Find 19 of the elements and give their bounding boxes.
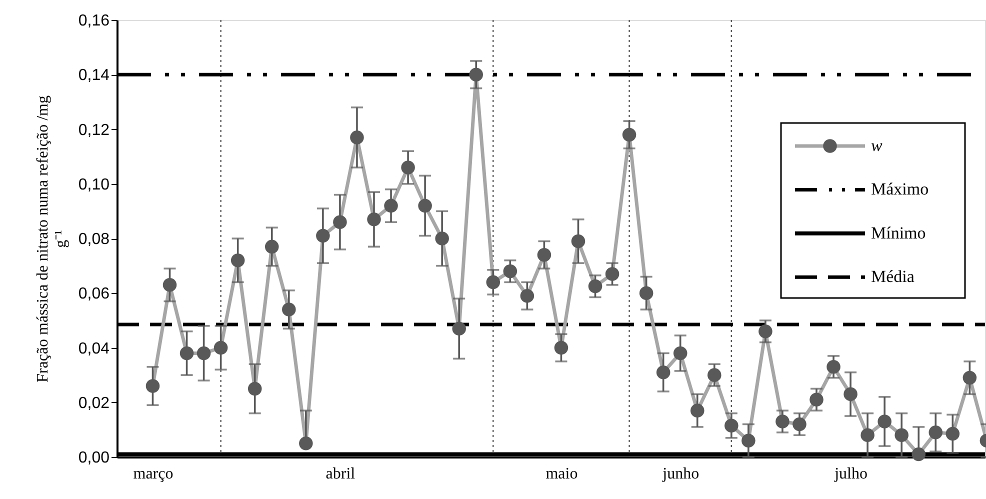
legend-label: Média	[871, 267, 915, 286]
y-tick-label: 0,16	[78, 12, 110, 30]
y-tick-label: 0,06	[78, 286, 110, 303]
y-tick-label: 0,02	[78, 394, 110, 412]
x-tick-label: março	[133, 466, 174, 482]
legend-label: Mínimo	[871, 223, 926, 242]
y-tick-label: 0,00	[78, 450, 110, 466]
x-tick-label: junho	[662, 466, 700, 482]
y-tick-label: 0,12	[78, 122, 110, 139]
y-tick-label: 0,10	[78, 176, 110, 194]
y-tick-label: 0,14	[78, 67, 110, 84]
x-tick-label: julho	[834, 466, 868, 482]
y-axis-title: Fração mássica de nitrato numa refeição /mg g⁻¹	[34, 96, 70, 382]
legend-label: Máximo	[871, 180, 929, 199]
y-tick-label: 0,08	[78, 231, 110, 248]
x-tick-label: maio	[546, 466, 578, 482]
x-tick-label: abril	[326, 466, 356, 482]
legend-label: w	[871, 136, 883, 155]
y-tick-label: 0,04	[78, 340, 110, 358]
